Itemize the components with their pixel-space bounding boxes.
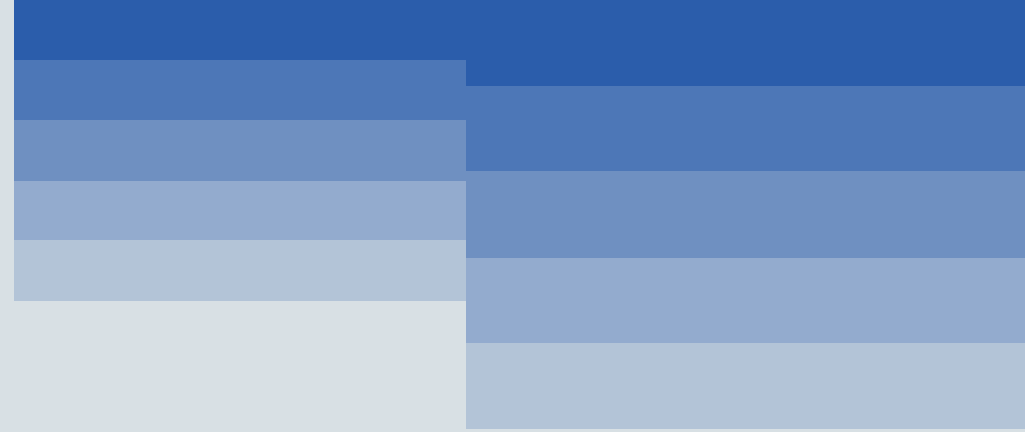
right-band-3 [466,171,1025,258]
right-band-4 [466,258,1025,343]
right-band-1 [466,0,1025,86]
left-band-4 [14,181,466,240]
right-band-5 [466,343,1025,429]
left-band-2 [14,60,466,120]
left-band-1 [14,0,466,60]
right-band-stack [466,0,1025,429]
right-band-2 [466,86,1025,171]
left-band-3 [14,120,466,181]
left-band-stack [14,0,466,301]
left-band-5 [14,240,466,301]
